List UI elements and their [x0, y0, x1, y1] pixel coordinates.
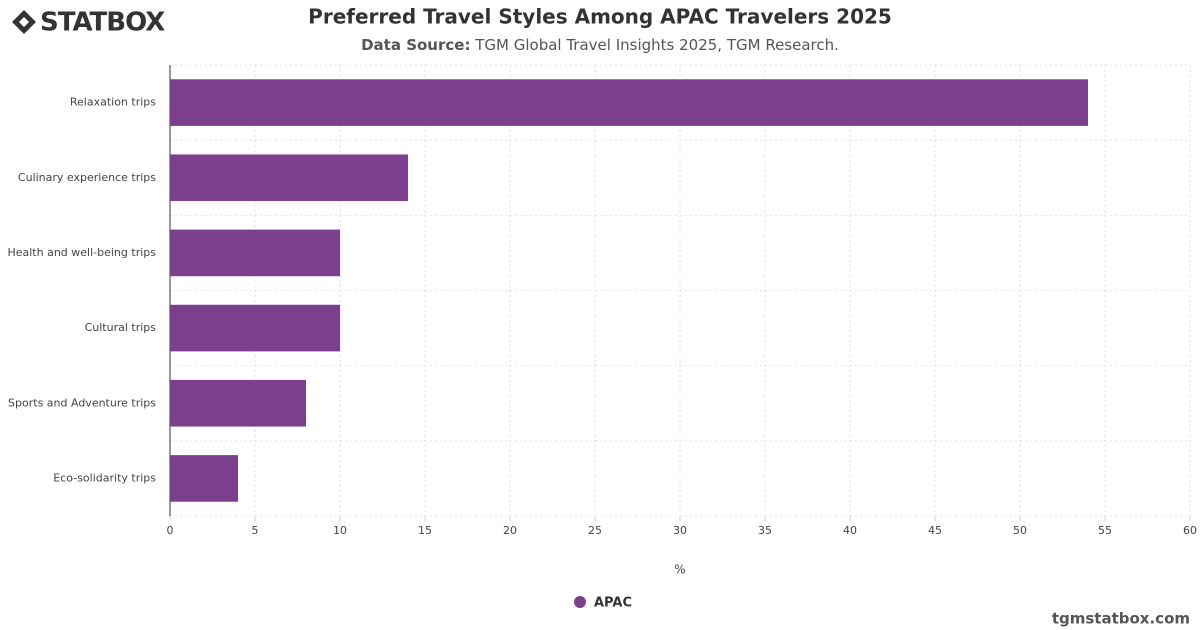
x-tick-label: 5	[252, 524, 259, 537]
bar	[170, 379, 306, 427]
chart-subtitle: Data Source: TGM Global Travel Insights …	[361, 36, 839, 54]
bar	[170, 154, 408, 202]
y-tick-label: Health and well-being trips	[7, 246, 156, 259]
x-tick-label: 55	[1098, 524, 1112, 537]
x-axis-label: %	[674, 563, 685, 577]
chart-title: Preferred Travel Styles Among APAC Trave…	[308, 5, 892, 29]
x-tick-label: 50	[1013, 524, 1027, 537]
y-tick-label: Eco-solidarity trips	[53, 471, 156, 484]
y-tick-label: Cultural trips	[85, 321, 157, 334]
bar	[170, 79, 1088, 126]
x-tick-label: 40	[843, 524, 857, 537]
bar	[170, 229, 340, 277]
legend-marker	[574, 596, 586, 608]
x-tick-label: 20	[503, 524, 517, 537]
x-tick-label: 10	[333, 524, 347, 537]
x-tick-label: 25	[588, 524, 602, 537]
bar	[170, 304, 340, 352]
legend-label: APAC	[594, 596, 632, 611]
subtitle-label: Data Source:	[361, 36, 470, 54]
logo-text: STATBOX	[40, 8, 165, 38]
website: tgmstatbox.com	[1052, 610, 1190, 628]
x-tick-label: 45	[928, 524, 942, 537]
x-tick-label: 15	[418, 524, 432, 537]
x-tick-label: 60	[1183, 524, 1197, 537]
x-tick-label: 35	[758, 524, 772, 537]
subtitle-text: TGM Global Travel Insights 2025, TGM Res…	[474, 36, 839, 54]
x-tick-label: 0	[167, 524, 174, 537]
y-tick-label: Relaxation trips	[70, 96, 156, 109]
y-tick-label: Sports and Adventure trips	[8, 396, 156, 409]
logo: STATBOX	[12, 8, 166, 38]
bar	[170, 455, 238, 502]
y-tick-label: Culinary experience trips	[18, 171, 156, 184]
x-tick-label: 30	[673, 524, 687, 537]
